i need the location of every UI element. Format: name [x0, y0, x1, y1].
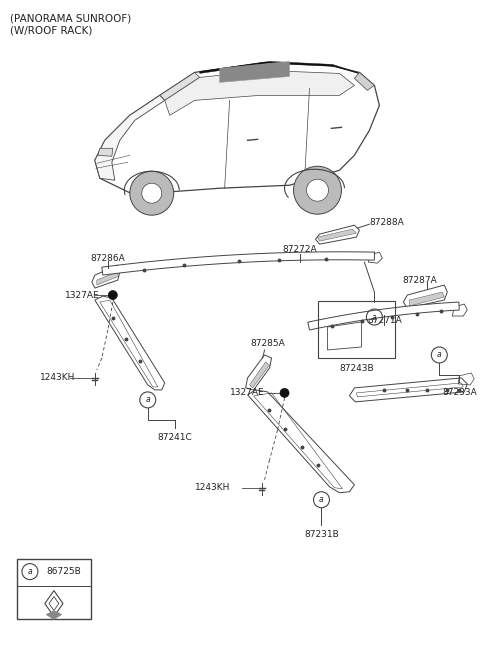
Polygon shape: [220, 61, 289, 82]
Polygon shape: [95, 96, 165, 180]
Text: (W/ROOF RACK): (W/ROOF RACK): [10, 26, 92, 36]
Text: 1327AE: 1327AE: [65, 290, 99, 300]
Circle shape: [280, 388, 289, 397]
Polygon shape: [250, 362, 270, 388]
Circle shape: [108, 290, 117, 300]
Text: 1243KH: 1243KH: [40, 374, 75, 382]
Circle shape: [142, 183, 162, 203]
Text: 1243KH: 1243KH: [195, 483, 230, 492]
Text: a: a: [145, 395, 150, 405]
Text: 87241C: 87241C: [157, 433, 192, 442]
Text: 87233A: 87233A: [442, 388, 477, 397]
Polygon shape: [46, 610, 62, 620]
Text: 86725B: 86725B: [46, 567, 81, 576]
Text: 87231B: 87231B: [304, 530, 339, 539]
Text: 87285A: 87285A: [250, 339, 285, 348]
Circle shape: [307, 180, 328, 201]
Polygon shape: [160, 73, 200, 100]
Circle shape: [294, 166, 341, 214]
Polygon shape: [165, 71, 354, 116]
Text: 87271A: 87271A: [367, 316, 402, 325]
Text: 87272A: 87272A: [282, 245, 317, 254]
Polygon shape: [317, 229, 357, 241]
Text: a: a: [28, 567, 32, 576]
Text: 87287A: 87287A: [402, 276, 437, 284]
Text: (PANORAMA SUNROOF): (PANORAMA SUNROOF): [10, 13, 131, 24]
Text: 87288A: 87288A: [370, 218, 404, 226]
Circle shape: [130, 171, 174, 215]
Text: 87286A: 87286A: [90, 253, 125, 263]
Text: 87243B: 87243B: [339, 364, 374, 373]
Polygon shape: [98, 148, 113, 156]
Polygon shape: [97, 272, 119, 285]
Polygon shape: [409, 292, 444, 306]
Text: a: a: [437, 350, 442, 360]
Text: 1327AE: 1327AE: [229, 388, 264, 397]
Polygon shape: [102, 252, 374, 275]
Text: a: a: [319, 495, 324, 504]
Polygon shape: [354, 73, 374, 90]
Text: a: a: [372, 313, 377, 321]
Polygon shape: [200, 61, 361, 75]
Polygon shape: [308, 302, 459, 330]
